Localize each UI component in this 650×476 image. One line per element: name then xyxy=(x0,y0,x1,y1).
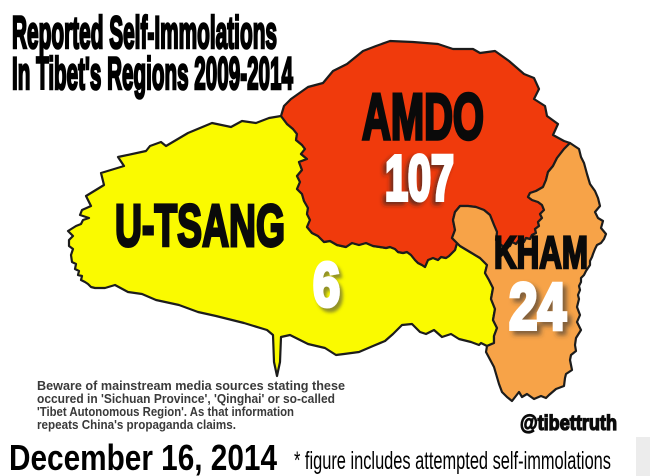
svg-text:Beware of mainstream media sou: Beware of mainstream media sources stati… xyxy=(37,379,345,393)
svg-text:In Tibet's Regions 2009-2014: In Tibet's Regions 2009-2014 xyxy=(12,48,293,99)
svg-text:occured in 'Sichuan Province',: occured in 'Sichuan Province', 'Qinghai'… xyxy=(37,392,335,406)
svg-text:KHAM: KHAM xyxy=(494,227,588,278)
svg-text:107: 107 xyxy=(385,142,454,214)
svg-text:U-TSANG: U-TSANG xyxy=(115,193,285,259)
svg-text:* figure includes attempted se: * figure includes attempted self-immolat… xyxy=(294,447,611,475)
svg-text:Reported Self-Immolations: Reported Self-Immolations xyxy=(12,7,277,58)
svg-text:@tibettruth: @tibettruth xyxy=(520,412,617,435)
svg-text:December 16, 2014: December 16, 2014 xyxy=(9,437,277,476)
svg-text:'Tibet Autonomous Region'. As: 'Tibet Autonomous Region'. As that infor… xyxy=(37,405,294,419)
svg-text:repeats China's propaganda cla: repeats China's propaganda claims. xyxy=(37,418,236,432)
svg-text:6: 6 xyxy=(313,251,340,320)
svg-text:24: 24 xyxy=(509,269,566,343)
svg-text:AMDO: AMDO xyxy=(362,80,484,153)
